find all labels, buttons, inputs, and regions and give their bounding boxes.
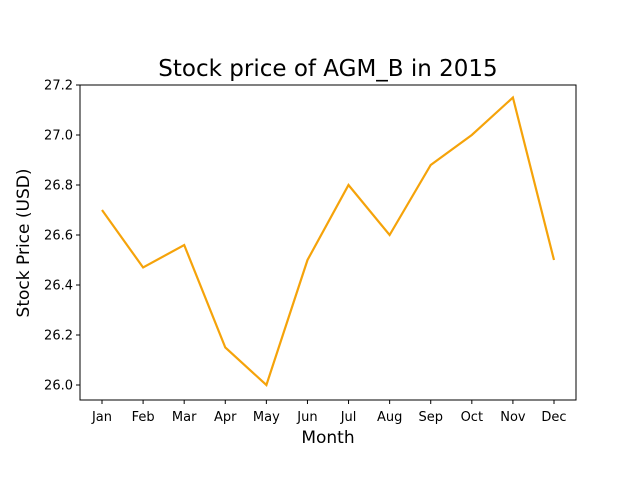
y-tick-label: 27.2 (44, 79, 73, 94)
series-line (101, 95, 556, 387)
x-axis: Jan Feb Mar Apr May Jun Jul Aug Sep Oct Nov Dec (91, 400, 567, 425)
x-tick-label: Apr (214, 410, 237, 425)
x-tick-label: Jun (296, 410, 317, 425)
x-tick-label: Mar (172, 410, 197, 425)
x-tick-label: Oct (461, 410, 483, 425)
chart-title: Stock price of AGM_B in 2015 (158, 56, 497, 82)
x-tick-label: Sep (418, 410, 443, 425)
x-tick-label: Aug (377, 410, 402, 425)
x-tick-label: Dec (541, 410, 566, 425)
x-axis-label: Month (301, 428, 354, 448)
x-tick-label: Jan (91, 410, 112, 425)
y-axis-label: Stock Price (USD) (14, 169, 34, 318)
y-tick-label: 26.8 (44, 179, 73, 194)
x-tick-label: Jul (340, 410, 357, 425)
y-tick-label: 26.2 (44, 329, 73, 344)
x-tick-label: May (253, 410, 280, 425)
y-tick-label: 27.0 (44, 129, 73, 144)
series-group (101, 95, 556, 387)
y-tick-label: 26.4 (44, 279, 73, 294)
y-axis: 26.0 26.2 26.4 26.6 26.8 27.0 27.2 (44, 79, 80, 394)
y-tick-label: 26.0 (44, 379, 73, 394)
y-tick-label: 26.6 (44, 229, 73, 244)
x-tick-label: Nov (500, 410, 526, 425)
plot-frame (79, 84, 577, 401)
x-tick-label: Feb (132, 410, 155, 425)
